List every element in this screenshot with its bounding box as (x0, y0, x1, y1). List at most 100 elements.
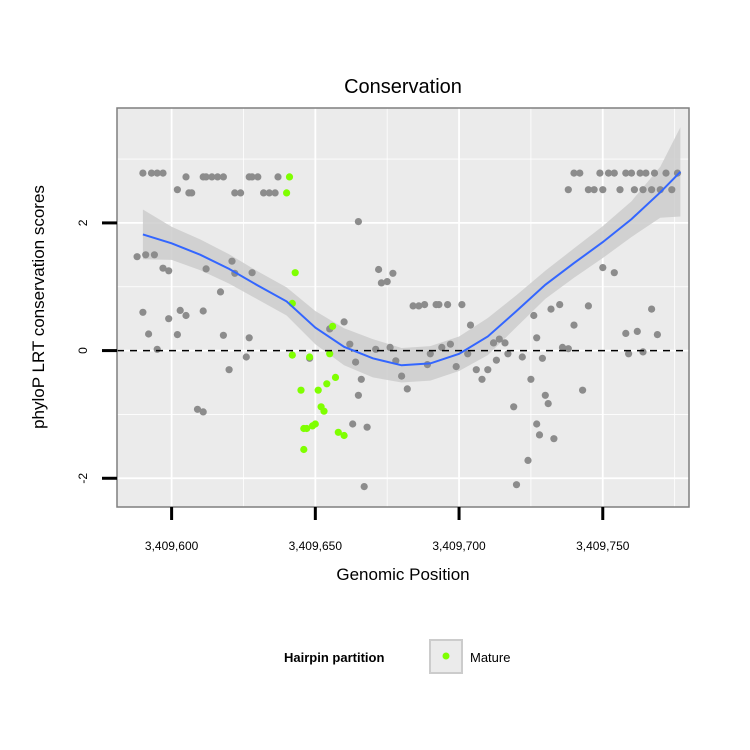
mature-point (329, 322, 337, 330)
mature-point (314, 386, 322, 394)
data-point (544, 400, 552, 408)
y-tick-label: 0 (76, 347, 90, 354)
y-tick-label: 2 (76, 219, 90, 226)
smooth-layer (142, 171, 682, 367)
data-point (564, 345, 572, 353)
data-point (199, 408, 207, 416)
data-point (188, 189, 196, 197)
data-point (648, 186, 656, 194)
data-point (458, 301, 466, 309)
data-point (199, 307, 207, 315)
data-point (438, 343, 446, 351)
data-point (590, 186, 598, 194)
legend-key (429, 639, 463, 674)
data-point (610, 169, 618, 177)
data-point (444, 301, 452, 309)
data-point (570, 169, 578, 177)
mature-point (285, 173, 294, 181)
data-point (492, 356, 500, 364)
data-point (208, 173, 216, 181)
data-point (512, 481, 521, 489)
data-point (550, 435, 558, 443)
x-tick-label: 3,409,600 (145, 539, 199, 553)
data-point (524, 456, 532, 464)
data-point (254, 173, 262, 181)
data-point (415, 302, 423, 310)
data-point (518, 353, 526, 361)
x-axis: 3,409,600 3,409,650 3,409,700 3,409,750 (145, 507, 630, 553)
data-point (570, 321, 578, 329)
data-point (435, 301, 443, 309)
points-layer (133, 169, 682, 491)
mature-point (297, 386, 305, 394)
data-point (133, 253, 141, 261)
data-point (248, 269, 256, 277)
data-point (153, 345, 161, 353)
x-axis-title: Genomic Position (336, 565, 469, 584)
data-point (153, 169, 161, 177)
data-point (214, 173, 222, 181)
legend-mature-dot (442, 652, 450, 660)
data-point (383, 278, 391, 286)
data-point (599, 186, 607, 194)
data-point (147, 169, 156, 177)
data-point (650, 169, 659, 177)
data-point (633, 327, 641, 335)
data-point (165, 315, 173, 323)
data-point (228, 257, 236, 265)
data-point (216, 288, 225, 296)
data-point (360, 483, 368, 491)
data-point (599, 264, 607, 272)
plot-border (116, 107, 690, 508)
data-point (501, 339, 509, 347)
chart-title: Conservation (344, 76, 462, 98)
smooth-line (142, 171, 682, 367)
data-point (237, 189, 245, 197)
data-point (346, 340, 354, 348)
data-point (202, 173, 210, 181)
data-point (202, 265, 210, 273)
data-point (639, 348, 647, 356)
data-point (464, 350, 472, 358)
x-tick-label: 3,409,750 (576, 539, 630, 553)
data-point (636, 169, 644, 177)
data-point (495, 335, 503, 343)
data-point (421, 301, 429, 309)
data-point (377, 279, 385, 287)
data-point (139, 308, 147, 316)
data-point (173, 186, 181, 194)
mature-point (283, 189, 291, 197)
data-point (533, 420, 541, 428)
data-point (265, 189, 273, 197)
data-point (622, 169, 630, 177)
data-point (533, 334, 541, 342)
data-point (535, 431, 544, 439)
data-point (231, 189, 239, 197)
data-point (604, 169, 613, 177)
mature-point (306, 353, 314, 361)
data-point (242, 353, 250, 361)
mature-point (303, 424, 311, 433)
data-point (363, 423, 371, 431)
data-point (372, 345, 380, 353)
data-point (165, 267, 173, 275)
data-point (349, 420, 357, 428)
data-point (173, 331, 181, 339)
data-point (271, 189, 279, 197)
data-point (139, 169, 147, 177)
mature-point (320, 407, 328, 415)
x-tick-label: 3,409,700 (432, 539, 486, 553)
data-point (584, 186, 593, 194)
data-point (662, 169, 670, 177)
mature-point (334, 428, 342, 436)
confidence-ribbon-layer (142, 127, 681, 383)
data-point (472, 366, 480, 374)
mature-point (311, 420, 319, 428)
data-point (150, 251, 158, 259)
data-point (245, 334, 253, 342)
data-point (466, 321, 475, 329)
data-point (182, 311, 190, 320)
confidence-ribbon (142, 127, 681, 383)
data-point (673, 169, 682, 177)
